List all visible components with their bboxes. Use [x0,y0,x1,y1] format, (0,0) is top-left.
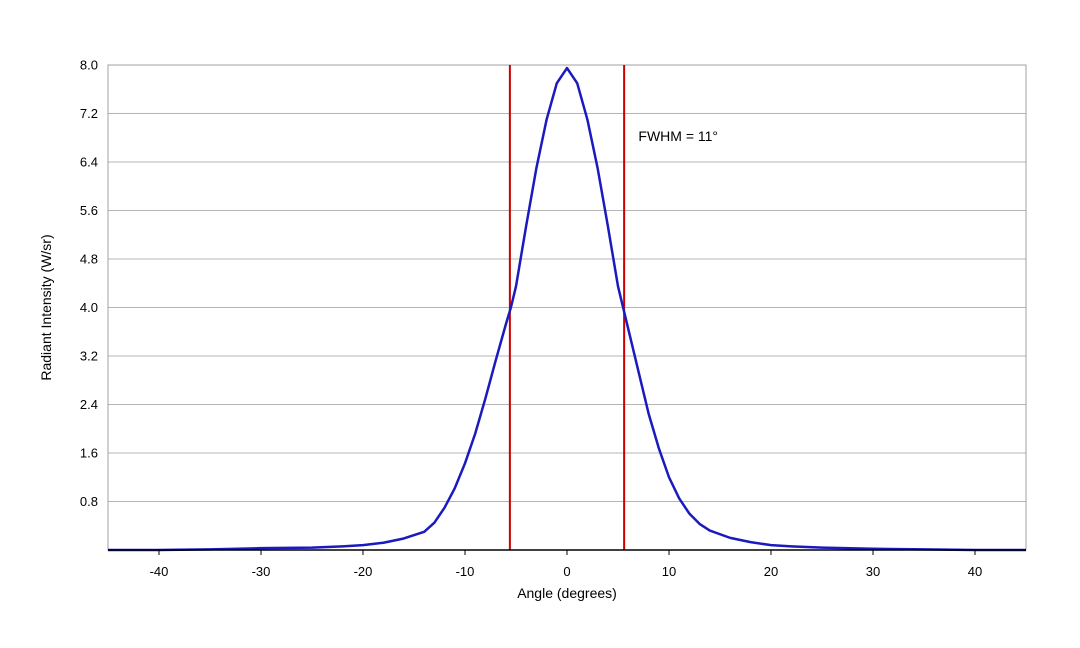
annotations: FWHM = 11° [638,128,718,144]
y-tick-label: 2.4 [80,397,98,412]
series-layer [108,66,1026,552]
x-tick-label: 40 [968,564,982,579]
axes [108,549,1026,555]
x-tick-label: 20 [764,564,778,579]
fwhm-annotation: FWHM = 11° [638,128,718,144]
y-tick-label: 3.2 [80,349,98,364]
intensity-series-line [108,66,1026,552]
x-tick-label: -40 [150,564,169,579]
y-tick-label: 4.8 [80,252,98,267]
y-tick-label: 8.0 [80,58,98,73]
y-tick-label: 5.6 [80,203,98,218]
x-tick-label: 30 [866,564,880,579]
x-axis-title: Angle (degrees) [517,585,617,601]
y-tick-label: 6.4 [80,155,98,170]
y-tick-label: 4.0 [80,300,98,315]
y-tick-label: 7.2 [80,106,98,121]
x-tick-label: -30 [252,564,271,579]
y-tick-label: 0.8 [80,494,98,509]
x-tick-label: 0 [563,564,570,579]
y-axis-title: Radiant Intensity (W/sr) [38,234,54,380]
x-tick-label: -10 [456,564,475,579]
tick-labels: 0.8 1.6 2.4 3.2 4.0 4.8 5.6 6.4 7.2 8.0 -40 -30 -20 -… [80,58,982,580]
x-tick-label: -20 [354,564,373,579]
y-tick-label: 1.6 [80,446,98,461]
x-tick-label: 10 [662,564,676,579]
